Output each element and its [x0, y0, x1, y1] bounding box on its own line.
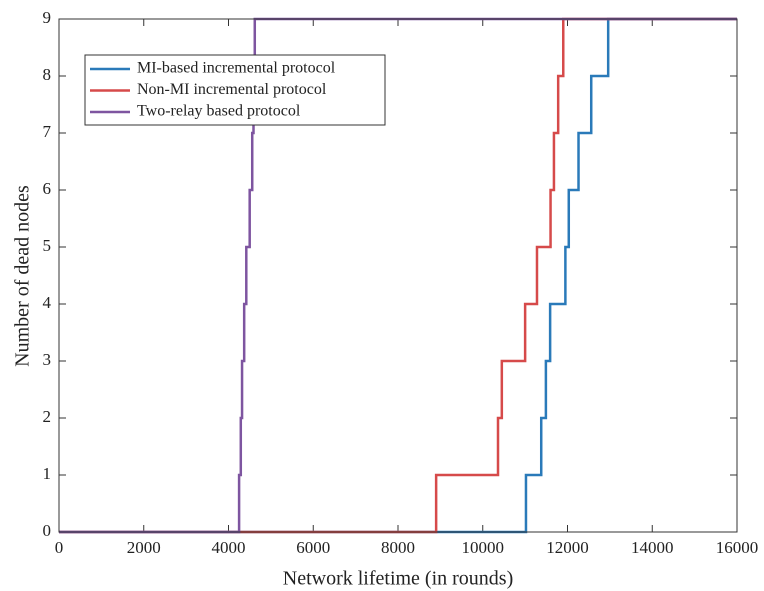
legend-box [84, 54, 386, 126]
plot-frame [58, 18, 738, 533]
y-tick-label: 5 [43, 236, 52, 255]
y-tick-label: 9 [43, 8, 52, 27]
y-axis-title: Number of dead nodes [12, 185, 34, 367]
y-tick-label: 4 [43, 293, 52, 312]
x-tick-label: 12000 [546, 538, 589, 557]
x-axis-title: Network lifetime (in rounds) [283, 568, 514, 590]
x-tick-label: 10000 [462, 538, 505, 557]
y-tick-label: 8 [43, 65, 52, 84]
y-tick-label: 2 [43, 407, 52, 426]
y-tick-label: 6 [43, 179, 52, 198]
x-tick-label: 16000 [716, 538, 759, 557]
x-tick-label: 2000 [127, 538, 161, 557]
legend-label: MI-based incremental protocol [137, 60, 336, 77]
x-tick-label: 8000 [381, 538, 415, 557]
data-line [59, 17, 737, 534]
x-tick-label: 0 [55, 538, 64, 557]
legend-label: Non-MI incremental protocol [137, 81, 327, 98]
y-tick-label: 1 [43, 464, 52, 483]
legend-label: Two-relay based protocol [137, 103, 301, 120]
x-tick-label: 14000 [631, 538, 674, 557]
y-tick-label: 3 [43, 350, 52, 369]
y-tick-label: 0 [43, 521, 52, 540]
x-tick-label: 6000 [296, 538, 330, 557]
data-line [59, 17, 737, 534]
y-tick-label: 7 [43, 122, 52, 141]
x-tick-label: 4000 [212, 538, 246, 557]
